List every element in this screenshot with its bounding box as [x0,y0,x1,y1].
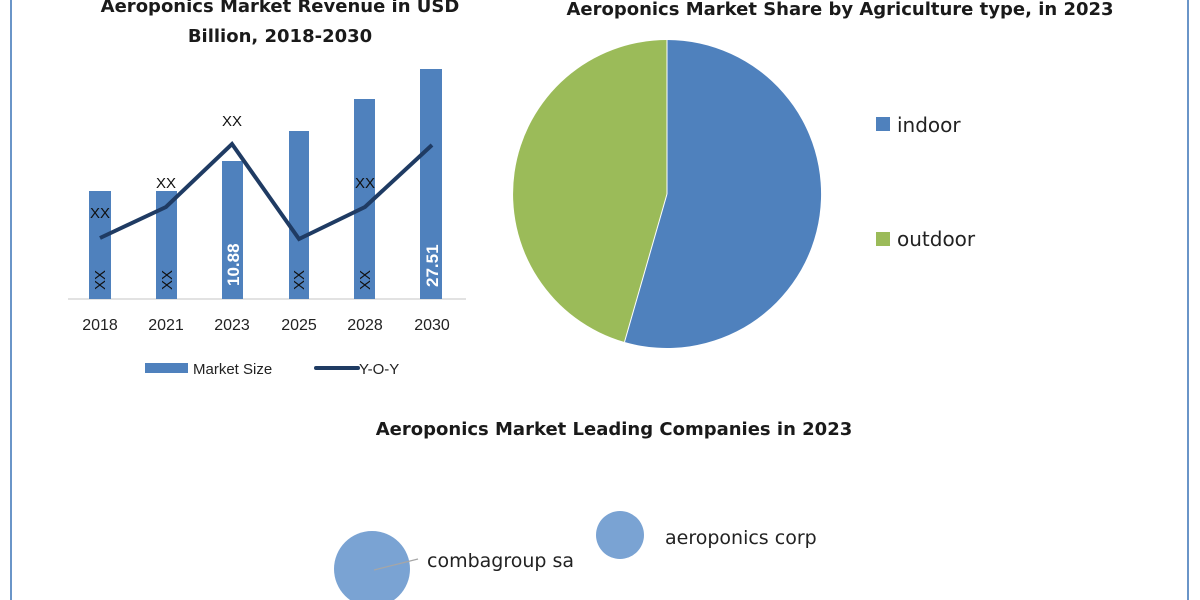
legend-indoor-swatch [876,117,890,131]
x-tick-2023: 2023 [214,317,250,334]
frame-border-left [10,0,12,600]
bar-2028 [354,99,375,299]
share-chart-title: Aeroponics Market Share by Agriculture t… [566,0,1114,20]
bubble-aeroponics-corp [596,511,644,559]
bar-2030 [420,69,442,299]
x-tick-2018: 2018 [82,317,118,334]
legend-market-size-swatch [145,363,188,373]
pie-slice-indoor [624,39,822,348]
legend-outdoor-swatch [876,232,890,246]
bar-2023 [222,161,243,299]
x-tick-2028: 2028 [347,317,383,334]
bubble-leader-line [373,558,419,571]
bars [89,69,442,299]
bar-label-2021: XX [159,270,176,290]
line-label-2028: XX [355,175,375,192]
bar-2021 [156,191,177,299]
bubble-label-aeroponics-corp: aeroponics corp [665,527,817,549]
bar-label-2025: XX [291,270,308,290]
bar-label-2018: XX [92,270,109,290]
bar-2018 [89,191,111,299]
legend-indoor-label: indoor [897,113,961,137]
x-tick-2025: 2025 [281,317,317,334]
line-label-2021: XX [156,175,176,192]
pie-slice-outdoor [513,40,667,342]
bar-label-2028: XX [357,270,374,290]
bubble-combagroup [334,531,410,600]
companies-bubble-chart: combagroup sa aeroponics corp [334,511,817,600]
line-label-2018: XX [90,205,110,222]
frame-border-right [1187,0,1189,600]
revenue-chart-title: Aeroponics Market Revenue in USD Billion… [100,0,460,47]
yoy-line [99,140,434,242]
legend-market-size-label: Market Size [193,361,272,378]
legend-outdoor-label: outdoor [897,227,976,251]
bar-2025 [289,131,309,299]
share-pie-chart: indoor outdoor [513,39,976,348]
bar-label-2030: 27.51 [423,244,442,287]
x-tick-2021: 2021 [148,317,184,334]
x-tick-2030: 2030 [414,317,450,334]
legend-yoy-label: Y-O-Y [359,361,399,378]
bubble-label-combagroup: combagroup sa [427,550,574,572]
companies-chart-title: Aeroponics Market Leading Companies in 2… [375,419,853,440]
bar-label-2023: 10.88 [224,243,243,286]
revenue-chart: XX XX 10.88 XX XX 27.51 XX XX XX XX 2018… [68,69,466,378]
line-label-2023: XX [222,113,242,130]
pie-divider [624,193,668,343]
